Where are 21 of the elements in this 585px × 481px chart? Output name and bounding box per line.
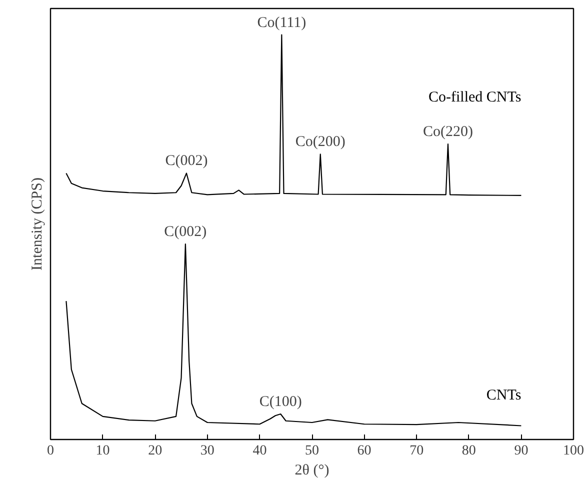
x-tick-label: 0	[47, 444, 54, 458]
x-tick-label: 90	[514, 444, 528, 458]
x-tick-label: 40	[252, 444, 267, 458]
series-label: CNTs	[486, 388, 522, 404]
annotation: C(002)	[165, 153, 208, 170]
annotation: C(100)	[259, 394, 302, 410]
x-tick-label: 20	[148, 444, 162, 458]
annotation: Co(220)	[422, 124, 473, 140]
x-tick-label: 10	[96, 444, 110, 458]
x-axis-title: 2θ (°)	[294, 462, 330, 478]
text: Co-filled CNTs	[428, 89, 522, 106]
x-tick-label: 60	[357, 444, 372, 458]
y-axis-title: Intensity (CPS)	[30, 178, 46, 270]
annotation: C(002)	[164, 224, 207, 240]
x-tick-label: 50	[305, 444, 319, 458]
x-tick-label: 80	[462, 444, 476, 458]
annotation: Co(111)	[257, 14, 306, 31]
x-tick-label: 100	[563, 444, 584, 458]
x-tick-label: 70	[410, 444, 424, 458]
x-tick-label: 30	[200, 444, 214, 458]
annotation: Co(200)	[295, 134, 346, 150]
